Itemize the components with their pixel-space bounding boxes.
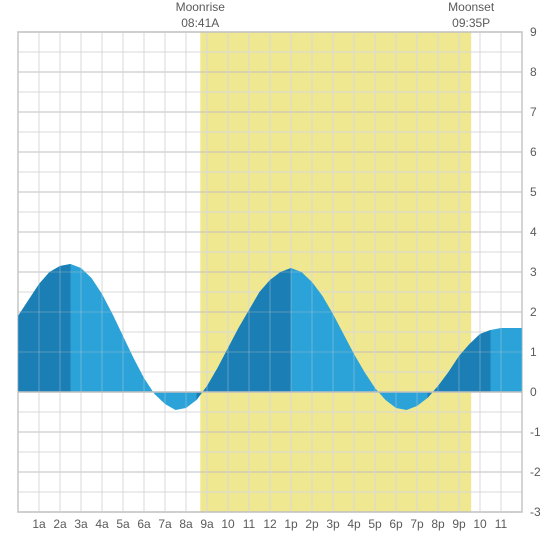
y-tick-label: 2: [530, 305, 537, 319]
y-tick-label: -2: [530, 465, 541, 479]
x-tick-label: 7a: [158, 517, 172, 531]
x-tick-label: 8p: [431, 517, 445, 531]
moonrise-label: Moonrise 08:41A: [170, 0, 230, 31]
y-tick-label: 3: [530, 265, 537, 279]
x-tick-label: 11: [243, 517, 256, 531]
x-tick-label: 2p: [305, 517, 319, 531]
x-tick-label: 9a: [200, 517, 214, 531]
y-tick-label: -1: [530, 425, 541, 439]
y-tick-label: 1: [530, 345, 537, 359]
y-tick-label: 5: [530, 185, 537, 199]
x-tick-label: 3p: [326, 517, 340, 531]
y-tick-label: 8: [530, 65, 537, 79]
x-tick-label: 10: [221, 517, 235, 531]
x-tick-label: 10: [473, 517, 487, 531]
x-tick-label: 9p: [452, 517, 466, 531]
moonset-title: Moonset: [441, 0, 501, 16]
y-tick-label: -3: [530, 505, 541, 519]
y-tick-label: 0: [530, 385, 537, 399]
tide-chart: -3-2-101234567891a2a3a4a5a6a7a8a9a101112…: [0, 0, 550, 550]
x-tick-label: 3a: [74, 517, 88, 531]
moonrise-time: 08:41A: [170, 16, 230, 32]
moonset-label: Moonset 09:35P: [441, 0, 501, 31]
x-tick-label: 12: [263, 517, 277, 531]
y-tick-label: 4: [530, 225, 537, 239]
x-tick-label: 8a: [179, 517, 193, 531]
x-tick-label: 11: [495, 517, 508, 531]
x-tick-label: 1a: [32, 517, 46, 531]
chart-svg: -3-2-101234567891a2a3a4a5a6a7a8a9a101112…: [0, 0, 550, 550]
moonrise-title: Moonrise: [170, 0, 230, 16]
moonset-time: 09:35P: [441, 16, 501, 32]
y-tick-label: 6: [530, 145, 537, 159]
x-tick-label: 2a: [53, 517, 67, 531]
y-tick-label: 7: [530, 105, 537, 119]
x-tick-label: 4p: [347, 517, 361, 531]
x-tick-label: 6p: [389, 517, 403, 531]
x-tick-label: 5p: [368, 517, 382, 531]
x-tick-label: 5a: [116, 517, 130, 531]
y-tick-label: 9: [530, 25, 537, 39]
x-tick-label: 1p: [284, 517, 298, 531]
x-tick-label: 7p: [410, 517, 424, 531]
x-tick-label: 4a: [95, 517, 109, 531]
x-tick-label: 6a: [137, 517, 151, 531]
